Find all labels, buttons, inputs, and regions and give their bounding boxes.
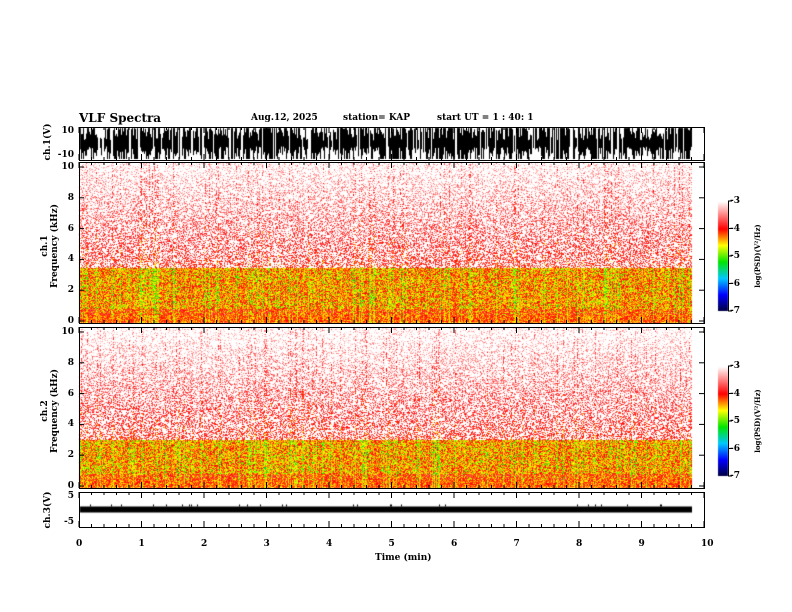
spec1-ylabel-channel: ch.1 — [40, 235, 50, 257]
x-tick-label: 6 — [451, 539, 458, 549]
colorbar-tick-label: -5 — [730, 251, 740, 261]
figure-title: VLF Spectra — [79, 111, 162, 125]
colorbar-tick-label: -6 — [730, 279, 740, 289]
y-tick-label: 10 — [61, 327, 74, 337]
x-tick-label: 8 — [576, 539, 583, 549]
y-tick-label: -5 — [64, 517, 74, 527]
y-tick-label: 2 — [67, 450, 74, 460]
colorbar2-label: log(PSD)(V²/Hz) — [753, 389, 762, 453]
y-tick-label: 5 — [67, 491, 74, 501]
colorbar-tick-label: -5 — [730, 416, 740, 426]
y-tick-label: 6 — [67, 224, 74, 234]
colorbar-tick-label: -3 — [730, 196, 740, 206]
station-label: station= KAP — [343, 113, 411, 123]
spec2-ylabel-freq: Frequency (kHz) — [50, 369, 60, 454]
spec1-ylabel: ch.1 Frequency (kHz) — [40, 196, 60, 296]
colorbar-tick-label: -4 — [730, 224, 740, 234]
date-label: Aug.12, 2025 — [251, 113, 318, 123]
x-tick-label: 4 — [326, 539, 333, 549]
x-tick-label: 9 — [638, 539, 645, 549]
y-tick-label: 0 — [67, 481, 74, 491]
spec2-ylabel-channel: ch.2 — [40, 400, 50, 422]
x-tick-label: 3 — [263, 539, 270, 549]
spec1-ylabel-freq: Frequency (kHz) — [50, 204, 60, 289]
x-tick-label: 1 — [138, 539, 145, 549]
colorbar1-label: log(PSD)(V²/Hz) — [753, 224, 762, 288]
colorbar-tick-label: -4 — [730, 389, 740, 399]
x-tick-label: 7 — [513, 539, 520, 549]
ch3-ylabel: ch.3(V) — [43, 491, 53, 529]
y-tick-label: 4 — [67, 254, 74, 264]
start-time-label: start UT = 1 : 40: 1 — [437, 113, 534, 123]
spec2-frame — [79, 327, 705, 489]
x-tick-label: 0 — [76, 539, 83, 549]
y-tick-label: 10 — [61, 126, 74, 136]
y-tick-label: 8 — [67, 193, 74, 203]
colorbar-tick-label: -6 — [730, 444, 740, 454]
x-axis-label: Time (min) — [375, 553, 432, 563]
y-tick-label: 4 — [67, 419, 74, 429]
spec2-ylabel: ch.2 Frequency (kHz) — [40, 361, 60, 461]
y-tick-label: 10 — [61, 162, 74, 172]
colorbar-tick-label: -7 — [730, 306, 740, 316]
x-tick-label: 2 — [201, 539, 208, 549]
y-tick-label: 6 — [67, 389, 74, 399]
x-tick-label: 5 — [388, 539, 395, 549]
y-tick-label: -10 — [57, 150, 74, 160]
y-tick-label: 8 — [67, 358, 74, 368]
y-tick-label: 2 — [67, 285, 74, 295]
ch1-ylabel: ch.1(V) — [43, 123, 53, 161]
spec1-frame — [79, 162, 705, 324]
colorbar-tick-label: -3 — [730, 361, 740, 371]
colorbar-tick-label: -7 — [730, 471, 740, 481]
x-tick-label: 10 — [701, 539, 714, 549]
y-tick-label: 0 — [67, 316, 74, 326]
